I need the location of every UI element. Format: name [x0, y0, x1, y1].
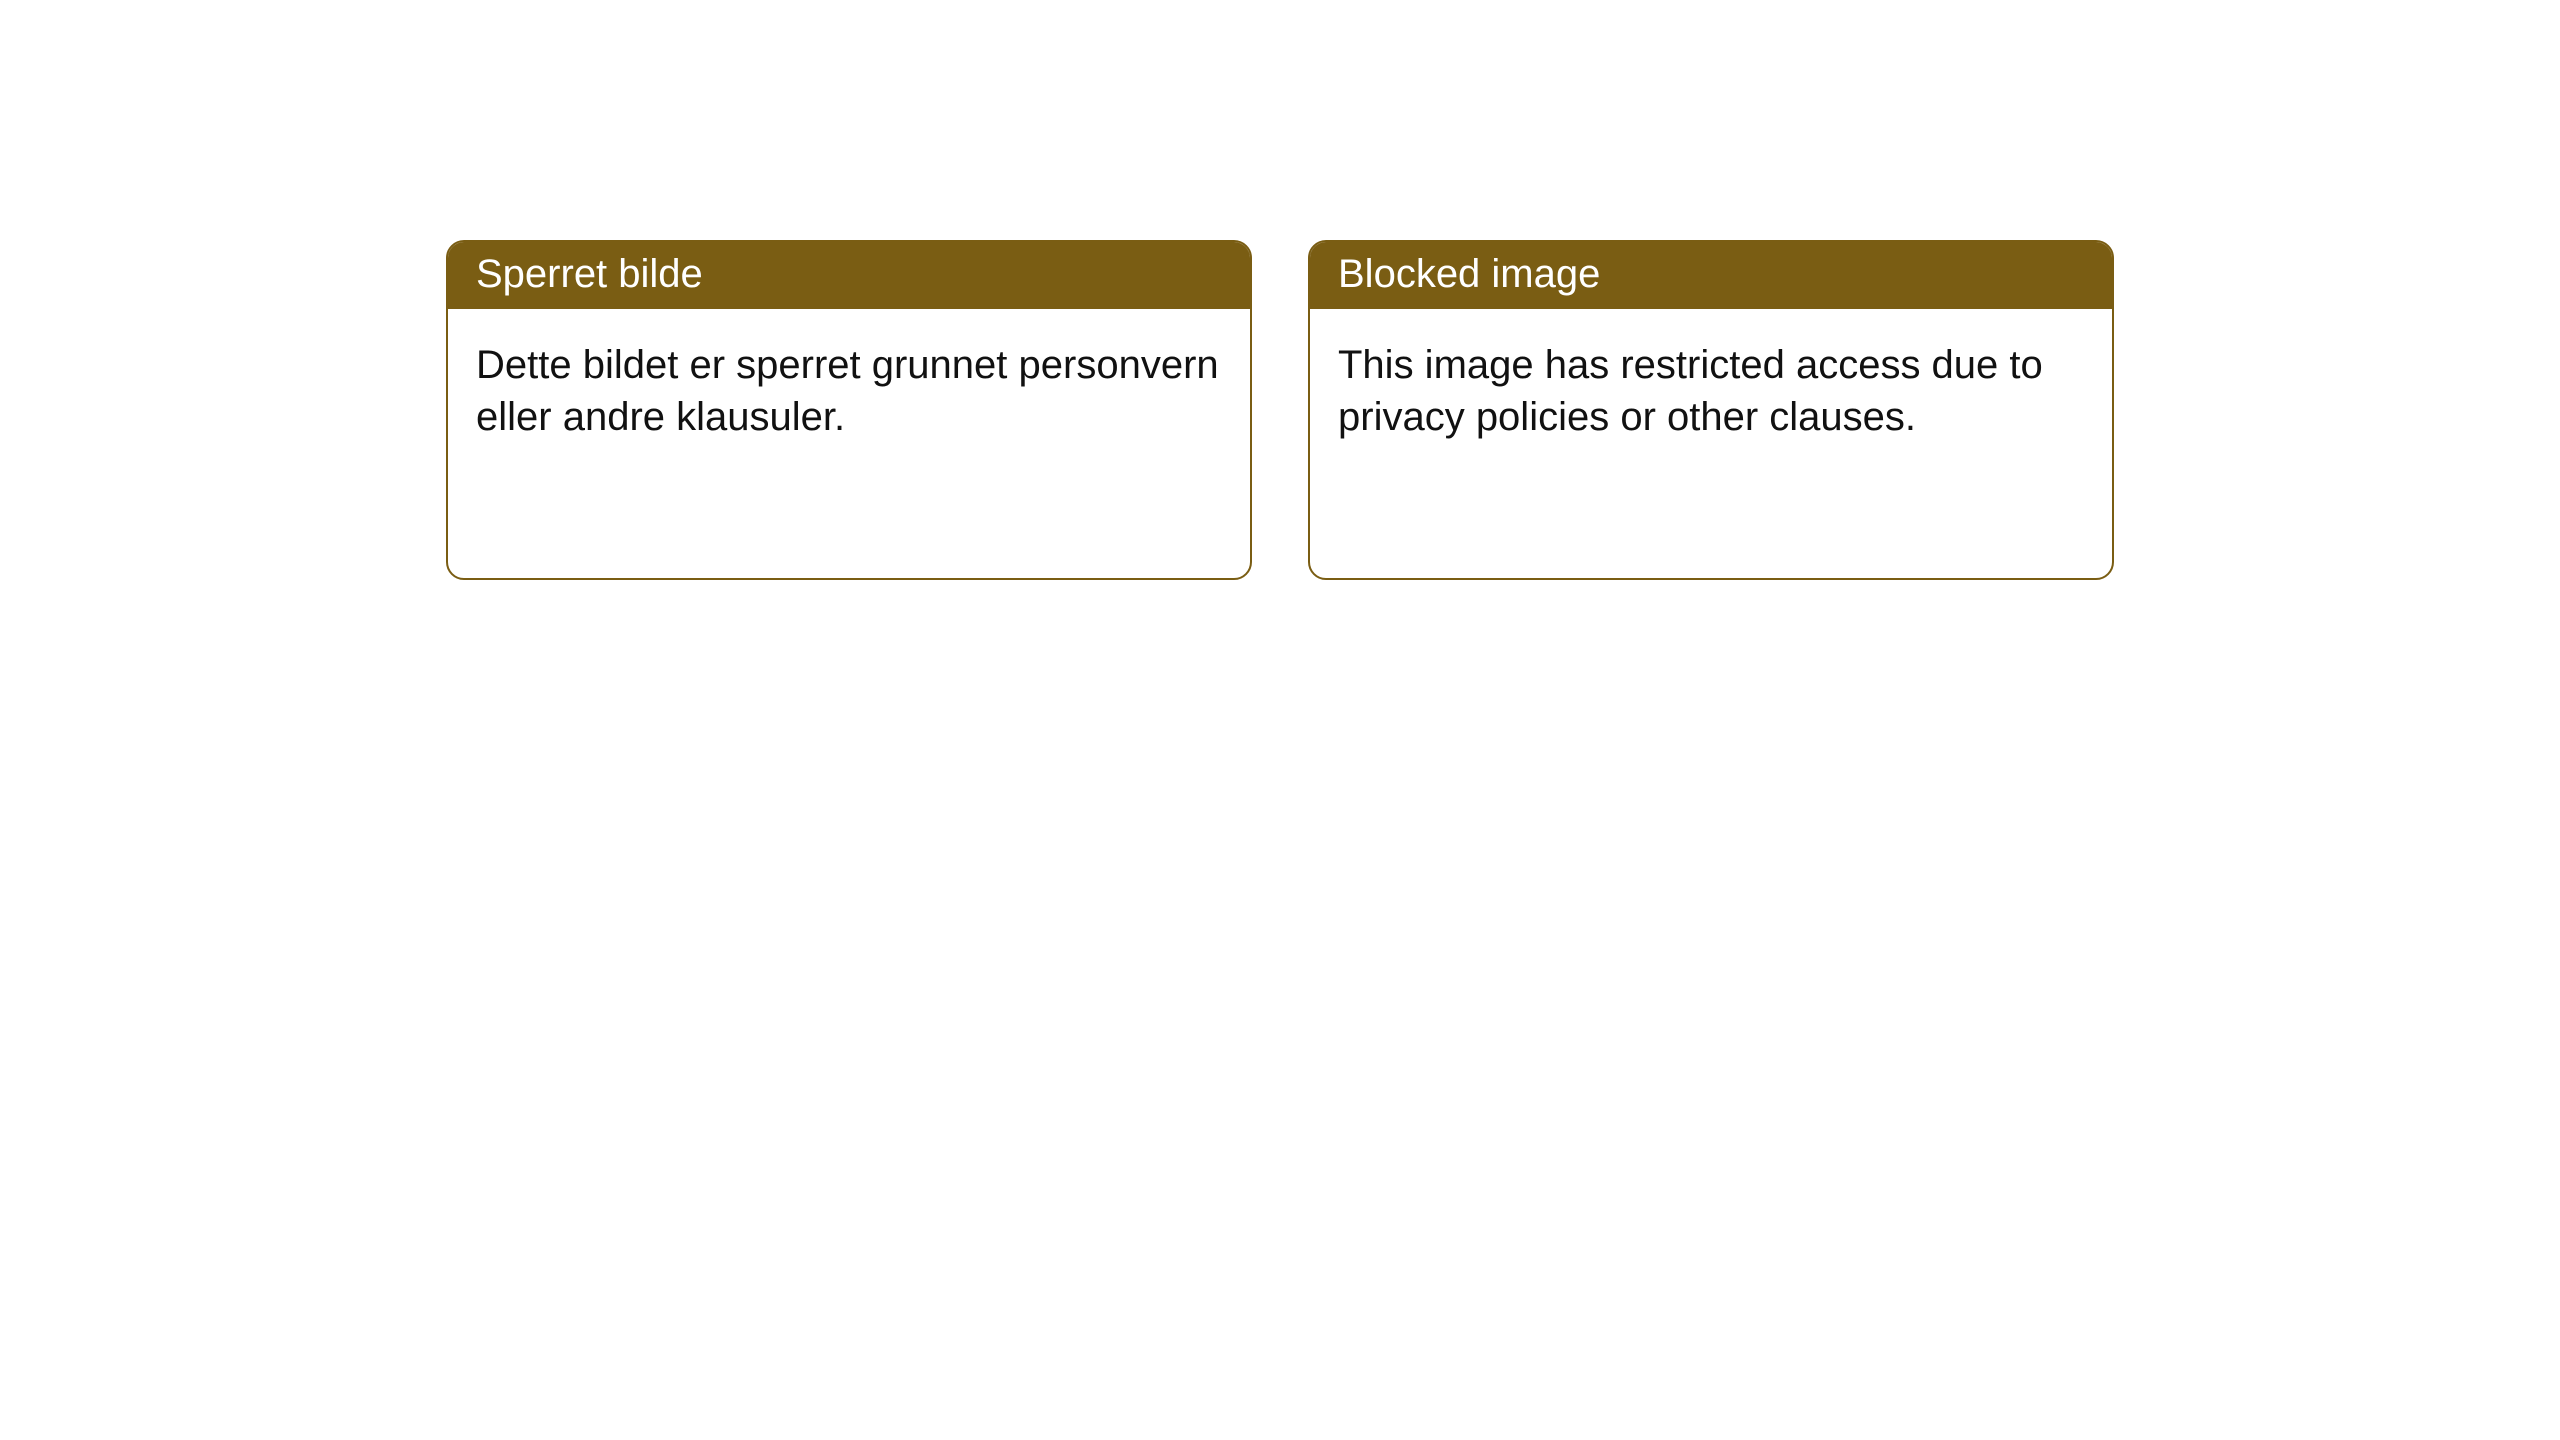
card-body-text: This image has restricted access due to … — [1310, 309, 2112, 473]
card-title: Sperret bilde — [448, 242, 1250, 309]
notice-card-english: Blocked image This image has restricted … — [1308, 240, 2114, 580]
notice-cards-container: Sperret bilde Dette bildet er sperret gr… — [0, 0, 2560, 580]
card-body-text: Dette bildet er sperret grunnet personve… — [448, 309, 1250, 473]
notice-card-norwegian: Sperret bilde Dette bildet er sperret gr… — [446, 240, 1252, 580]
card-title: Blocked image — [1310, 242, 2112, 309]
